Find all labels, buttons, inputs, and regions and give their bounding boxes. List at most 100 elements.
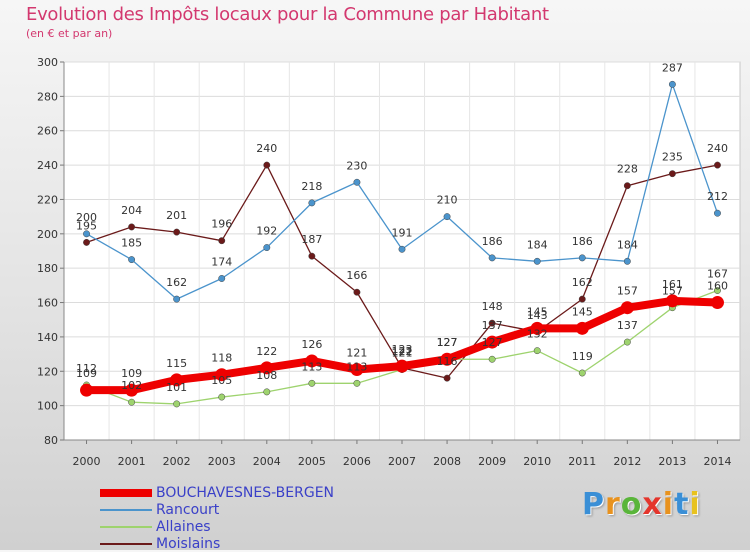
data-label: 101: [166, 381, 187, 394]
data-label: 145: [527, 305, 548, 318]
data-point: [308, 379, 316, 387]
data-point: [533, 347, 541, 355]
data-point: [128, 256, 136, 264]
data-point: [263, 161, 271, 169]
legend-item-allaines[interactable]: Allaines: [100, 518, 334, 535]
legend-swatch: [100, 525, 152, 528]
data-label: 195: [76, 219, 97, 232]
data-label: 132: [527, 328, 548, 341]
data-label: 186: [482, 235, 503, 248]
data-point: [305, 354, 319, 368]
legend-label: Allaines: [156, 518, 211, 535]
data-label: 118: [211, 352, 232, 365]
data-point: [533, 257, 541, 265]
data-label: 196: [211, 218, 232, 231]
data-point: [263, 244, 271, 252]
data-point: [665, 294, 679, 308]
data-label: 109: [121, 367, 142, 380]
data-point: [714, 161, 721, 169]
data-point: [623, 338, 631, 346]
data-point: [218, 275, 226, 282]
data-point: [353, 379, 361, 387]
data-label: 287: [662, 61, 683, 74]
data-point: [578, 369, 586, 377]
proxiti-logo: Proxiti: [582, 487, 701, 522]
data-label: 212: [707, 190, 728, 203]
data-point: [173, 295, 181, 303]
data-point: [80, 383, 94, 397]
data-label: 192: [256, 225, 277, 238]
x-tick-label: 2009: [478, 455, 506, 468]
legend-item-bouchavesnes[interactable]: BOUCHAVESNES-BERGEN: [100, 484, 334, 501]
data-point: [443, 374, 451, 382]
legend-label: BOUCHAVESNES-BERGEN: [156, 484, 335, 501]
data-point: [83, 238, 90, 246]
data-point: [215, 368, 229, 382]
data-point: [623, 182, 631, 190]
y-tick-label: 120: [37, 365, 58, 378]
legend-label: Rancourt: [156, 501, 220, 518]
data-point: [620, 301, 634, 315]
data-label: 137: [617, 319, 638, 332]
data-label: 162: [572, 276, 593, 289]
data-label: 113: [346, 360, 367, 373]
data-label: 127: [482, 336, 503, 349]
data-label: 157: [662, 285, 683, 298]
chart-title: Evolution des Impôts locaux pour la Comm…: [26, 4, 549, 25]
data-point: [443, 213, 451, 221]
data-point: [668, 80, 676, 88]
logo-letter: i: [689, 487, 701, 522]
x-tick-label: 2006: [343, 455, 371, 468]
data-point: [488, 254, 496, 262]
data-point: [128, 398, 136, 406]
data-label: 157: [617, 285, 638, 298]
data-label: 166: [346, 269, 367, 282]
data-label: 127: [437, 336, 458, 349]
data-label: 143: [527, 309, 548, 322]
chart-subtitle: (en € et par an): [26, 27, 113, 40]
data-point: [128, 223, 136, 231]
x-tick-label: 2011: [568, 455, 596, 468]
data-label: 204: [121, 204, 142, 217]
data-label: 191: [392, 226, 413, 239]
data-point: [83, 230, 90, 238]
data-label: 230: [346, 159, 367, 172]
data-label: 119: [572, 350, 593, 363]
x-tick-label: 2004: [253, 455, 281, 468]
data-point: [218, 237, 226, 245]
legend-item-rancourt[interactable]: Rancourt: [100, 501, 334, 518]
x-tick-label: 2000: [73, 455, 101, 468]
data-label: 115: [166, 357, 187, 370]
x-tick-label: 2012: [613, 455, 641, 468]
y-tick-label: 300: [37, 56, 58, 69]
y-tick-label: 140: [37, 331, 58, 344]
x-tick-label: 2005: [298, 455, 326, 468]
data-point: [260, 361, 274, 375]
y-tick-label: 200: [37, 228, 58, 241]
data-point: [263, 388, 271, 396]
data-label: 184: [617, 238, 638, 251]
data-point: [395, 359, 409, 373]
data-label: 162: [166, 276, 187, 289]
data-label: 174: [211, 255, 232, 268]
logo-letter: x: [642, 487, 663, 522]
y-tick-label: 280: [37, 90, 58, 103]
x-tick-label: 2010: [523, 455, 551, 468]
data-label: 105: [211, 374, 232, 387]
data-point: [578, 254, 586, 262]
data-point: [173, 400, 181, 408]
data-label: 123: [392, 343, 413, 356]
data-point: [714, 209, 721, 217]
data-point: [530, 321, 544, 335]
data-point: [488, 355, 496, 363]
data-label: 185: [121, 237, 142, 250]
logo-letter: i: [662, 487, 675, 522]
data-point: [710, 296, 724, 310]
data-label: 113: [301, 360, 322, 373]
logo-letter: r: [605, 487, 621, 522]
data-point: [173, 228, 181, 236]
legend: BOUCHAVESNES-BERGEN Rancourt Allaines Mo…: [100, 484, 334, 552]
logo-letter: P: [582, 487, 605, 522]
legend-item-moislains[interactable]: Moislains: [100, 535, 334, 552]
x-tick-label: 2002: [163, 455, 191, 468]
